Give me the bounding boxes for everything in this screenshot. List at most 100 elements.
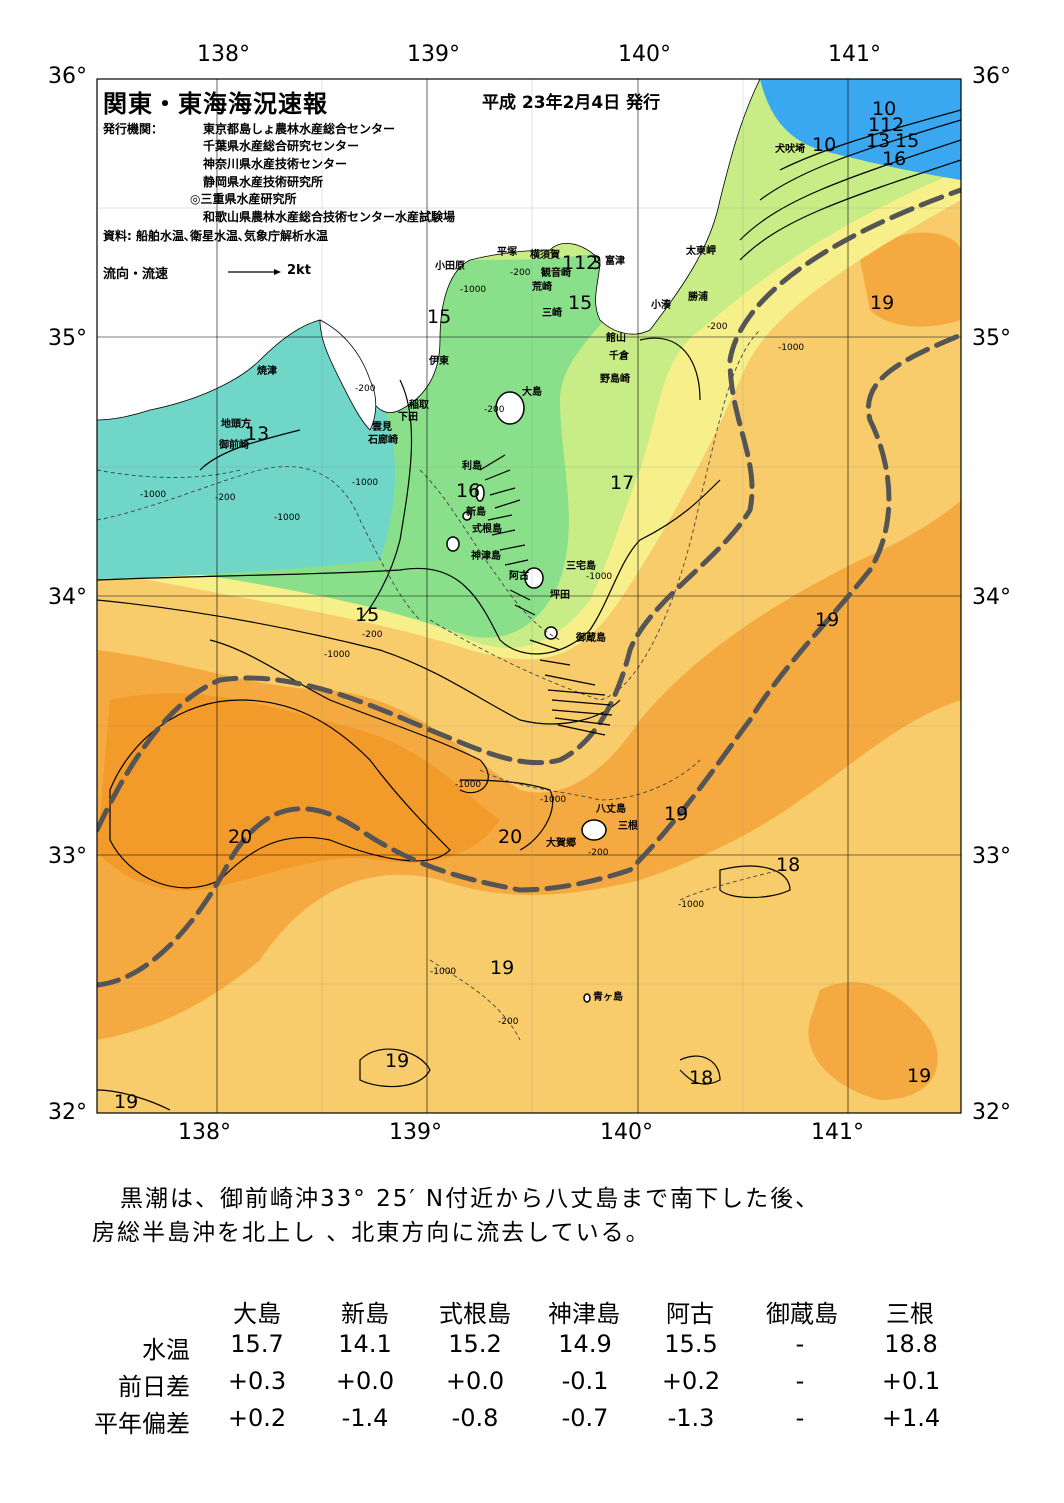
place-label: 青ヶ島: [593, 992, 623, 1003]
depth-200-b: [419, 469, 561, 641]
isotherm-label: 20: [498, 826, 523, 848]
place-label: 千倉: [609, 351, 629, 362]
place-label: 三崎: [542, 308, 562, 319]
depth-label: -200: [355, 384, 376, 394]
table-header: 新島: [341, 1300, 389, 1328]
kuroshio-axis: [97, 187, 961, 988]
isotherm-label: 19: [907, 1065, 932, 1087]
table-header: 三根: [886, 1300, 934, 1328]
place-label: 観音崎: [541, 268, 571, 279]
depth-label: -1000: [460, 285, 487, 295]
map-title: 関東・東海海況速報: [103, 90, 328, 118]
depth-label: -1000: [430, 967, 457, 977]
place-label: 小湊: [651, 300, 671, 311]
publisher-label: 発行機関：: [103, 122, 164, 136]
table-cell: 15.5: [664, 1330, 718, 1358]
table-cell: 18.8: [884, 1330, 938, 1358]
depth-1000-c: [479, 759, 701, 801]
isotherm-15: [97, 479, 721, 655]
place-label: 稲取: [409, 400, 429, 411]
depth-200-a: [97, 469, 241, 478]
lon-label-bottom: 139°: [389, 1120, 442, 1145]
isotherm-north-d: [779, 109, 961, 171]
miura-land: [560, 170, 600, 260]
data-sources: 資料: 船舶水温､衛星水温､気象庁解析水温: [103, 229, 328, 243]
isotherm-label: 15: [355, 604, 380, 626]
depth-1000-a: [97, 466, 421, 621]
isotherm-label: 15: [895, 130, 920, 152]
lat-label-left: 36°: [48, 64, 87, 89]
isotherm-label: 15: [568, 292, 593, 314]
depth-label: -1000: [455, 780, 482, 790]
lat-label-left: 34°: [48, 585, 87, 610]
sea-cold-area-ne: [760, 79, 961, 180]
place-label: 式根島: [472, 524, 502, 535]
depth-label: -1000: [274, 513, 301, 523]
table-cell: +0.3: [227, 1367, 287, 1395]
table-cell: -0.8: [451, 1404, 499, 1432]
map-frame: [96, 78, 962, 1114]
isotherm-label: 20: [228, 826, 253, 848]
depth-label: -1000: [586, 572, 613, 582]
depth-label: -200: [484, 405, 505, 415]
place-label: 三根: [618, 821, 638, 832]
isotherm-19-sw: [97, 1089, 171, 1111]
lat-label-left: 33°: [48, 844, 87, 869]
isotherm-label: 19: [664, 803, 689, 825]
place-label: 横須賀: [530, 250, 560, 261]
isotherm-18-s: [679, 1055, 721, 1085]
isotherm-20b: [459, 779, 554, 851]
isotherm-13: [199, 429, 301, 471]
row-label: 平年偏差: [94, 1410, 190, 1438]
isotherm-15b: [359, 379, 413, 621]
table-cell: -: [795, 1367, 805, 1395]
miyakejima-island: [524, 567, 544, 589]
isotherm-north-c: [759, 119, 961, 201]
place-label: 利島: [462, 461, 482, 472]
table-cell: -: [795, 1330, 805, 1358]
table-cell: 14.9: [558, 1330, 612, 1358]
isotherm-label: 13: [245, 423, 270, 445]
place-label: 小田原: [435, 261, 465, 272]
aogashima-island: [583, 993, 591, 1003]
depth-label: -200: [510, 268, 531, 278]
graticule: [97, 79, 961, 1113]
table-cell: 15.2: [448, 1330, 502, 1358]
lon-label-top: 138°: [197, 42, 250, 67]
table-cell: +0.0: [445, 1367, 505, 1395]
table-cell: -1.4: [341, 1404, 389, 1432]
mikurajima-island: [544, 626, 558, 640]
isotherm-label: 19: [815, 609, 840, 631]
place-label: 野島崎: [600, 374, 630, 385]
isotherm-label: 19: [114, 1091, 139, 1113]
place-label: 八丈島: [596, 804, 626, 815]
publisher: 千葉県水産総合研究センター: [203, 139, 360, 153]
depth-label: -1000: [678, 900, 705, 910]
hachijojima-island: [581, 819, 607, 841]
lat-label-left: 32°: [48, 1100, 87, 1125]
place-label: 地頭方: [221, 419, 251, 430]
isotherm-label: 17: [610, 472, 635, 494]
isotherm-label: 18: [689, 1067, 714, 1089]
depth-label: -1000: [324, 650, 351, 660]
place-label: 大賀郷: [546, 838, 576, 849]
lat-label-right: 34°: [972, 585, 1011, 610]
isotherm-north-a: [739, 159, 961, 261]
sea-orange-area: [97, 500, 961, 1040]
place-label: 太東岬: [686, 246, 716, 257]
isotherm-label: 10: [812, 134, 837, 156]
isotherm-label: 19: [385, 1050, 410, 1072]
depth-1000-e: [679, 869, 781, 901]
place-label: 阿古: [509, 571, 529, 582]
lon-label-top: 140°: [618, 42, 671, 67]
isotherm-label: 10: [872, 98, 897, 120]
table-header: 阿古: [666, 1300, 714, 1328]
publisher: ◎三重県水産研究所: [190, 192, 297, 206]
lat-label-right: 33°: [972, 844, 1011, 869]
isotherm-16: [97, 599, 621, 725]
table-cell: -: [795, 1404, 805, 1432]
depth-1000-b: [429, 329, 761, 701]
flow-legend-label: 流向・流速: [103, 267, 169, 282]
depth-label: -1000: [778, 343, 805, 353]
isotherm-north-b: [739, 139, 961, 241]
